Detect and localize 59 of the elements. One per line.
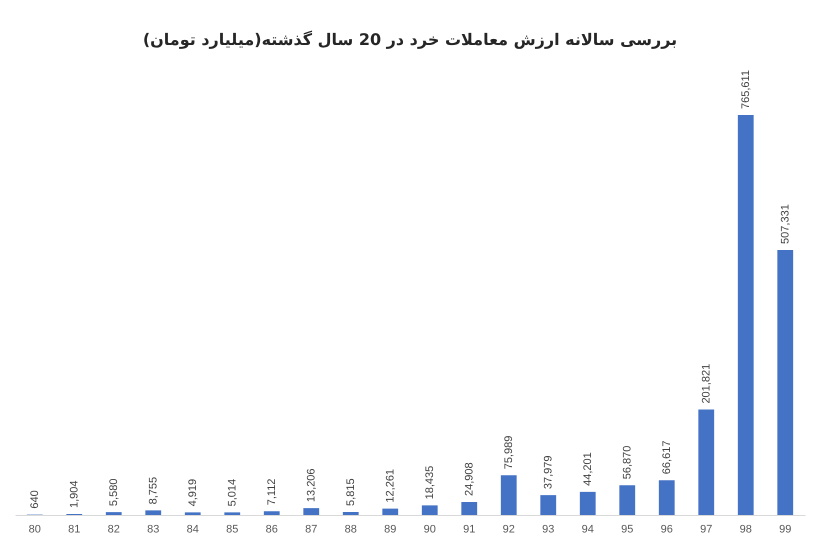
bar — [619, 485, 636, 515]
x-tick-label: 97 — [700, 524, 712, 536]
x-tick-label: 86 — [266, 524, 278, 536]
data-label: 18,435 — [424, 466, 436, 500]
bar — [698, 410, 714, 515]
x-tick-label: 91 — [463, 524, 476, 536]
data-label: 24,908 — [463, 462, 476, 496]
bar — [422, 505, 438, 515]
bar — [145, 510, 162, 515]
x-tick-label: 93 — [542, 524, 554, 536]
x-tick-label: 90 — [424, 524, 436, 536]
x-tick-label: 84 — [186, 524, 199, 536]
data-label: 13,206 — [305, 468, 318, 502]
data-label: 201,821 — [700, 364, 712, 404]
bar — [580, 492, 596, 515]
data-label: 5,815 — [344, 478, 357, 506]
data-label: 12,261 — [384, 468, 396, 503]
data-label: 5,580 — [108, 478, 120, 506]
x-tick-label: 82 — [108, 524, 120, 536]
x-tick-label: 92 — [502, 524, 515, 536]
bar — [540, 495, 556, 515]
x-tick-label: 89 — [384, 524, 396, 536]
x-tick-label: 81 — [68, 524, 80, 536]
x-tick-label: 96 — [660, 524, 673, 536]
x-tick-label: 87 — [305, 524, 318, 536]
x-tick-label: 83 — [147, 524, 160, 536]
data-label: 4,919 — [186, 478, 199, 506]
x-tick-label: 88 — [344, 524, 357, 536]
data-label: 44,201 — [582, 452, 594, 486]
x-tick-label: 99 — [779, 524, 792, 536]
bar — [500, 475, 517, 515]
data-label: 66,617 — [660, 440, 673, 474]
bar — [264, 511, 280, 515]
x-tick-label: 95 — [621, 524, 634, 536]
data-label: 1,904 — [68, 480, 80, 508]
x-tick-label: 85 — [226, 524, 238, 536]
data-label: 5,014 — [226, 478, 238, 506]
x-tick-label: 94 — [582, 524, 594, 536]
x-tick-label: 80 — [28, 524, 41, 536]
data-label: 640 — [28, 490, 41, 509]
bar — [224, 512, 240, 515]
bar — [461, 502, 478, 515]
bar — [303, 508, 320, 515]
data-label: 507,331 — [779, 204, 792, 244]
bar — [382, 508, 398, 515]
data-label: 37,979 — [542, 456, 554, 490]
data-label: 75,989 — [502, 436, 515, 470]
x-tick-label: 98 — [740, 524, 752, 536]
bar — [777, 250, 794, 515]
bar — [738, 115, 754, 515]
bar — [184, 512, 201, 515]
data-label: 8,755 — [147, 476, 160, 504]
chart-title: بررسی سالانه ارزش معاملات خرد در 20 سال گذشته(میلیارد تومان) — [142, 30, 678, 50]
bar — [658, 480, 675, 515]
data-label: 56,870 — [621, 446, 634, 480]
bar — [342, 512, 359, 515]
data-label: 7,112 — [266, 478, 278, 506]
bar — [106, 512, 122, 515]
data-label: 765,611 — [740, 70, 752, 109]
